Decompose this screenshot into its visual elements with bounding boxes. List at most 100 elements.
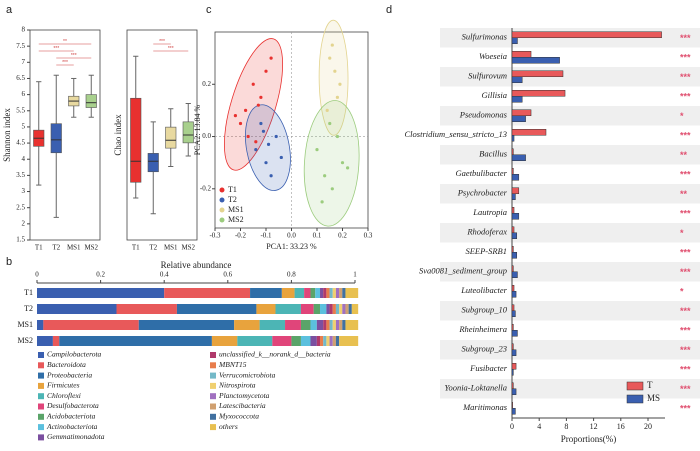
bar-segment: [335, 320, 340, 330]
bar-segment: [116, 304, 177, 314]
plot-frame: [126, 29, 198, 241]
bar: [511, 90, 566, 97]
legend-swatch: [210, 362, 216, 369]
y-tick-label: MS2: [17, 336, 33, 345]
row-band: [440, 67, 700, 87]
y-tick-label: Rheinheimera: [458, 324, 507, 334]
bar-segment: [304, 288, 311, 298]
bar: [511, 148, 514, 155]
bar-segment: [329, 288, 333, 298]
point: [330, 187, 334, 191]
x-tick-label: 0.1: [313, 232, 322, 240]
bar-segment: [339, 320, 343, 330]
y-tick-label: Sulfurimonas: [462, 32, 508, 42]
bar-segment: [315, 288, 321, 298]
legend-label: Firmicutes: [46, 381, 80, 390]
legend-swatch: [210, 352, 216, 358]
bar-segment: [59, 336, 212, 346]
legend-label: Acidobacteriota: [46, 412, 96, 421]
y-tick-label: Rhodoferax: [466, 227, 507, 237]
y-tick-label: 6: [22, 90, 26, 98]
bar-segment: [37, 336, 53, 346]
bar-segment: [310, 288, 316, 298]
bar-segment: [345, 320, 359, 330]
y-tick-label: Woeseia: [479, 51, 507, 61]
bar: [511, 246, 514, 253]
bar-segment: [316, 336, 321, 346]
x-tick-label: -0.3: [209, 232, 221, 240]
bar: [511, 129, 547, 136]
legend-label: MBNT15: [218, 360, 247, 369]
bar-segment: [300, 304, 314, 314]
point: [246, 134, 250, 139]
bar: [511, 213, 520, 220]
significance-label: ***: [680, 384, 691, 394]
bar-segment: [339, 288, 343, 298]
bar-segment: [37, 288, 165, 298]
y-tick-label: Clostridium_sensu_stricto_13: [405, 129, 507, 139]
legend-swatch: [38, 434, 44, 441]
y-tick-label: Sulfurovum: [468, 71, 507, 81]
panel-label: a: [6, 4, 13, 16]
significance-label: ***: [71, 53, 77, 59]
point: [259, 121, 263, 126]
bar: [511, 37, 518, 44]
bar-segment: [329, 336, 333, 346]
legend-label: Proteobacteria: [46, 370, 92, 379]
bar-segment: [320, 336, 324, 346]
y-tick-label: 8: [22, 26, 26, 34]
y-tick-label: 0.2: [202, 80, 211, 88]
bar-segment: [211, 336, 238, 346]
bar: [511, 70, 564, 77]
legend-swatch: [210, 372, 216, 379]
y-tick-label: 7: [22, 58, 26, 66]
legend-marker: [219, 207, 225, 213]
point: [261, 129, 266, 133]
x-tick-label: T2: [52, 244, 60, 252]
bar-segment: [323, 288, 327, 298]
y-tick-label: Gillisia: [481, 90, 507, 100]
bar-segment: [351, 304, 359, 314]
bar: [511, 285, 515, 292]
point: [320, 200, 324, 204]
legend-label: Campilobacterota: [47, 350, 102, 359]
bar-segment: [37, 304, 117, 314]
y-tick-label: -0.2: [200, 184, 212, 192]
legend-label: Verrucomicrobiota: [219, 370, 276, 379]
point: [256, 103, 260, 107]
bar-segment: [285, 320, 301, 330]
bar-segment: [323, 336, 327, 346]
bar: [511, 154, 526, 161]
bar-segment: [342, 320, 346, 330]
y-tick-label: Pseudomonas: [459, 110, 508, 120]
bar: [511, 109, 532, 116]
point: [269, 174, 273, 178]
bar: [511, 363, 517, 370]
significance-label: **: [680, 150, 688, 160]
bar-segment: [332, 304, 336, 314]
x-tick-label: 4: [537, 422, 541, 431]
x-tick-label: 0.4: [160, 271, 169, 279]
x-tick-label: 0.2: [96, 271, 105, 279]
legend-swatch: [626, 394, 644, 404]
panel-label: c: [206, 4, 212, 16]
y-tick-label: T2: [24, 304, 33, 313]
bar: [511, 402, 513, 409]
legend-swatch: [38, 362, 44, 369]
significance-label: *: [680, 111, 684, 121]
significance-label: ***: [680, 72, 691, 82]
significance-label: ***: [53, 46, 59, 52]
legend-label: T: [647, 380, 653, 390]
point: [340, 161, 345, 165]
bar-segment: [339, 304, 343, 314]
significance-label: ***: [680, 248, 691, 258]
bar: [511, 51, 532, 58]
x-tick-label: 1: [353, 271, 357, 279]
legend-marker: [219, 217, 225, 223]
legend-label: MS: [647, 393, 660, 403]
bar: [511, 271, 518, 278]
bar: [511, 135, 515, 142]
point: [254, 140, 258, 144]
bar: [511, 168, 514, 175]
y-tick-label: 5.5: [16, 106, 25, 114]
